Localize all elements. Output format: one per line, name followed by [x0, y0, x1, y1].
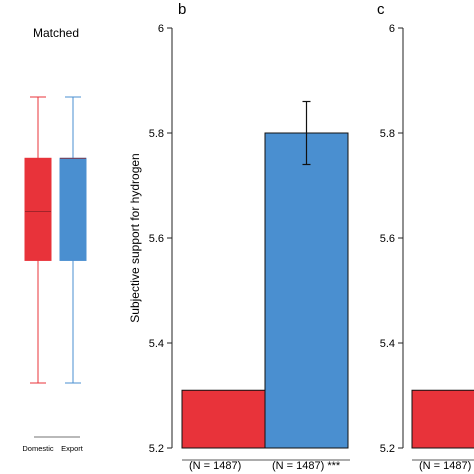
y-tick-label-b-3: 5.8 — [149, 128, 164, 140]
y-tick-label-c-0: 5.2 — [380, 443, 395, 455]
y-tick-label-b-2: 5.6 — [149, 233, 164, 245]
box-layer — [24, 96, 87, 384]
y-tick-label-c-1: 5.4 — [380, 338, 395, 350]
y-tick-label-b-1: 5.4 — [149, 338, 164, 350]
y-tick-label-c-4: 6 — [389, 23, 395, 35]
box-export — [59, 157, 87, 261]
x-label-c-0: (N = 1487) — [419, 460, 471, 472]
y-ticks-c: 5.2 5.4 5.6 5.8 6 — [380, 23, 403, 455]
bars-c — [411, 389, 474, 449]
panel-label-c: c — [377, 1, 385, 18]
bar-b-0 — [181, 389, 266, 449]
bar-b-1 — [264, 132, 349, 449]
x-label-b-1: (N = 1487) *** — [272, 460, 341, 472]
xtick-export: Export — [61, 444, 84, 453]
panel-label-b: b — [178, 1, 186, 18]
box-domestic — [24, 157, 52, 261]
y-ticks-b: 5.2 5.4 5.6 5.8 6 — [149, 23, 172, 455]
bar-panel-c: c 5.2 5.4 5.6 5.8 6 (N = 1487) — [377, 1, 474, 472]
bar-c-0 — [411, 389, 474, 449]
y-tick-label-b-4: 6 — [158, 23, 164, 35]
x-label-b-0: (N = 1487) — [189, 460, 241, 472]
y-tick-label-c-3: 5.8 — [380, 128, 395, 140]
boxplot-title: Matched — [33, 26, 79, 40]
bars-b — [181, 100, 349, 449]
x-labels-c: (N = 1487) — [419, 460, 471, 472]
x-labels-b: (N = 1487) (N = 1487) *** — [189, 460, 341, 472]
boxplot-panel: Matched Domestic Export — [22, 26, 87, 453]
xtick-domestic: Domestic — [22, 444, 54, 453]
y-tick-label-c-2: 5.6 — [380, 233, 395, 245]
y-tick-label-b-0: 5.2 — [149, 443, 164, 455]
bar-panel-b: b 5.2 5.4 5.6 5.8 6 Subjective support for h… — [128, 1, 350, 472]
y-axis-label-b: Subjective support for hydrogen — [128, 153, 142, 322]
